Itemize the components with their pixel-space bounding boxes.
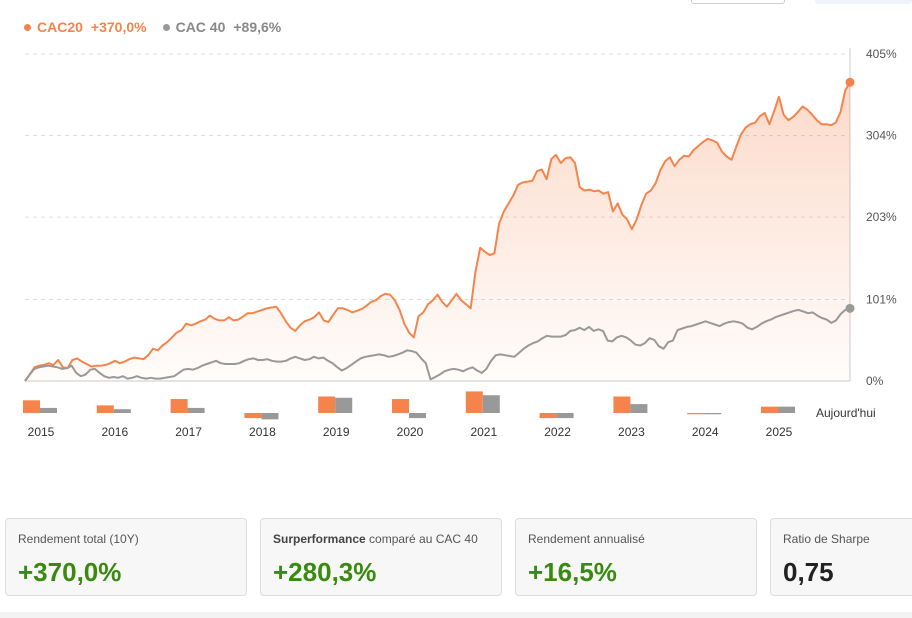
legend-name-cac20: CAC20 [37, 19, 83, 35]
bar-cac40-2020 [409, 413, 426, 419]
x-tick-label: 2017 [175, 425, 202, 439]
y-tick-label: 0% [866, 374, 884, 388]
bar-cac40-2021 [482, 395, 500, 413]
cac40-end-point [845, 303, 855, 313]
sharpe-ratio-card: Ratio de Sharpe 0,75 [770, 518, 912, 596]
x-tick-label: 2025 [766, 425, 793, 439]
total-return-label: Rendement total (10Y) [18, 532, 139, 546]
bar-cac40-2019 [335, 397, 353, 413]
x-tick-label: 2021 [470, 425, 497, 439]
footer-divider [0, 612, 912, 618]
annualized-return-value: +16,5% [528, 557, 617, 587]
outperformance-card: Surperformance comparé au CAC 40 +280,3% [260, 518, 502, 596]
x-tick-label: 2018 [249, 425, 276, 439]
chart-legend: CAC20 +370,0% CAC 40 +89,6% [24, 19, 281, 35]
bar-cac20-2015 [23, 400, 40, 413]
x-tick-label: 2020 [397, 425, 424, 439]
bar-cac20-2024 [687, 413, 705, 415]
bar-cac40-2023 [630, 404, 648, 413]
annualized-return-label: Rendement annualisé [528, 532, 645, 546]
outperformance-value: +280,3% [273, 557, 377, 587]
sharpe-ratio-value: 0,75 [783, 557, 834, 587]
today-label: Aujourd'hui [816, 406, 876, 420]
x-tick-label: 2016 [101, 425, 128, 439]
range-selector-button[interactable] [691, 0, 785, 4]
bar-cac40-2017 [187, 407, 205, 413]
total-return-card: Rendement total (10Y) +370,0% [5, 518, 247, 596]
bar-cac40-2022 [556, 413, 574, 419]
bar-cac40-2018 [261, 413, 279, 420]
legend-item-cac40[interactable]: CAC 40 +89,6% [162, 19, 282, 35]
annualized-return-card: Rendement annualisé +16,5% [515, 518, 757, 596]
compare-button[interactable] [815, 0, 912, 4]
cac20-end-point [845, 77, 855, 87]
stats-cards: Rendement total (10Y) +370,0% Surperform… [5, 518, 912, 596]
performance-chart: 405% 304% 203% 101% 0% 2015 2016 2017 2018 2019 20… [23, 47, 897, 439]
cac20-area-fill [25, 82, 850, 382]
legend-value-cac20: +370,0% [90, 19, 147, 35]
bar-cac20-2025 [761, 406, 778, 413]
legend-name-cac40: CAC 40 [175, 19, 226, 35]
x-tick-label: 2015 [28, 425, 55, 439]
cac20-series-line [24, 81, 851, 382]
total-return-value: +370,0% [18, 557, 122, 587]
cac20-dot-icon [24, 23, 31, 31]
y-tick-label: 203% [866, 210, 897, 224]
bar-cac20-2020 [392, 399, 409, 413]
bar-cac40-2015 [40, 407, 57, 413]
bar-cac20-2016 [96, 405, 114, 413]
bar-cac40-2016 [113, 409, 131, 413]
bar-cac20-2017 [170, 399, 188, 413]
y-tick-label: 304% [866, 129, 897, 143]
bar-cac20-2023 [613, 396, 631, 413]
x-tick-label: 2023 [618, 425, 645, 439]
bar-cac20-2018 [244, 413, 262, 419]
bar-cac20-2019 [318, 396, 336, 413]
x-tick-label: 2019 [323, 425, 350, 439]
sharpe-ratio-label: Ratio de Sharpe [783, 532, 870, 546]
x-tick-label: 2022 [544, 425, 571, 439]
bar-cac20-2022 [539, 413, 557, 419]
bar-cac40-2024 [704, 413, 722, 415]
bar-cac40-2025 [778, 406, 795, 413]
outperformance-label: Surperformance comparé au CAC 40 [273, 532, 478, 546]
legend-item-cac20[interactable]: CAC20 +370,0% [24, 19, 147, 35]
bar-cac20-2021 [465, 391, 483, 413]
y-tick-label: 405% [866, 47, 897, 61]
cac40-series-line [24, 307, 851, 382]
cac40-dot-icon [162, 23, 170, 31]
y-tick-label: 101% [866, 292, 897, 306]
legend-value-cac40: +89,6% [233, 19, 282, 35]
x-tick-label: 2024 [692, 425, 719, 439]
